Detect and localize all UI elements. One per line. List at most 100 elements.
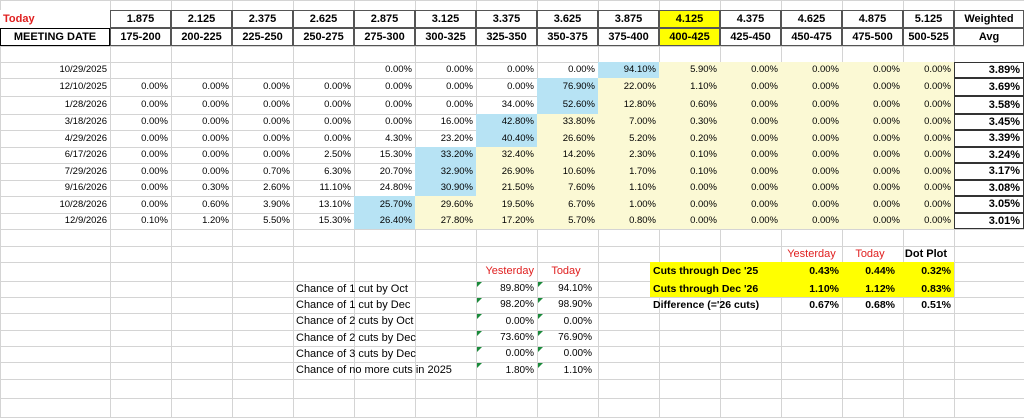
probability-cell[interactable]: 0.00% [141,132,168,144]
weighted-avg-cell[interactable]: 3.17% [954,163,1024,180]
probability-cell[interactable]: 0.00% [141,182,168,194]
header-range[interactable]: 200-225 [171,28,232,46]
meeting-date-cell[interactable]: 10/28/2026 [59,198,107,210]
probability-cell[interactable]: 0.00% [842,78,903,96]
cuts-yesterday[interactable]: 1.10% [781,281,842,297]
probability-cell[interactable]: 7.60% [537,180,598,196]
header-range[interactable]: 500-525 [903,28,954,46]
probability-cell[interactable]: 94.10% [598,62,659,78]
probability-cell[interactable]: 0.00% [263,149,290,161]
probability-cell[interactable]: 0.00% [324,99,351,111]
probability-cell[interactable]: 2.50% [324,149,351,161]
probability-cell[interactable]: 0.00% [842,147,903,163]
probability-cell[interactable]: 0.00% [202,99,229,111]
probability-cell[interactable]: 0.30% [202,182,229,194]
probability-cell[interactable]: 0.00% [903,163,954,180]
probability-cell[interactable]: 52.60% [537,96,598,114]
probability-cell[interactable] [293,62,354,78]
probability-cell[interactable]: 34.00% [501,99,534,111]
probability-cell[interactable]: 33.20% [415,147,476,163]
probability-cell[interactable]: 0.00% [781,213,842,229]
probability-cell[interactable]: 14.20% [537,147,598,163]
probability-cell[interactable]: 0.00% [903,213,954,229]
probability-cell[interactable]: 0.60% [202,198,229,210]
probability-cell[interactable]: 0.00% [141,149,168,161]
probability-cell[interactable]: 0.00% [781,114,842,130]
probability-cell[interactable]: 5.50% [263,215,290,227]
probability-cell[interactable]: 0.00% [263,132,290,144]
chance-today[interactable]: 76.90% [558,332,592,343]
probability-cell[interactable]: 0.00% [202,149,229,161]
header-range[interactable]: 300-325 [415,28,476,46]
probability-cell[interactable]: 0.00% [202,165,229,177]
cuts-label[interactable]: Difference (='26 cuts) [653,298,760,311]
probability-cell[interactable]: 6.30% [324,165,351,177]
probability-cell[interactable]: 0.00% [842,180,903,196]
weighted-avg-cell[interactable]: 3.05% [954,196,1024,213]
probability-cell[interactable]: 0.10% [659,163,720,180]
meeting-date-cell[interactable]: 10/29/2025 [59,64,107,76]
cuts-dotplot[interactable]: 0.83% [898,281,954,297]
probability-cell[interactable]: 13.10% [318,198,351,210]
probability-cell[interactable]: 0.00% [842,163,903,180]
meeting-date-cell[interactable]: 12/10/2025 [59,81,107,93]
probability-cell[interactable]: 0.20% [659,130,720,147]
probability-cell[interactable]: 0.00% [781,96,842,114]
probability-cell[interactable]: 0.00% [446,99,473,111]
header-midpoint[interactable]: 2.625 [293,10,354,28]
probability-cell[interactable] [171,62,232,78]
probability-cell[interactable]: 29.60% [415,196,476,213]
probability-cell[interactable]: 0.10% [141,215,168,227]
weighted-avg-cell[interactable]: 3.58% [954,96,1024,114]
probability-cell[interactable]: 0.00% [903,62,954,78]
probability-cell[interactable]: 0.00% [720,96,781,114]
header-range[interactable]: 275-300 [354,28,415,46]
probability-cell[interactable]: 1.70% [598,163,659,180]
probability-cell[interactable]: 0.00% [720,78,781,96]
probability-cell[interactable]: 0.00% [263,116,290,128]
header-midpoint[interactable]: 4.125 [659,10,720,28]
probability-cell[interactable]: 0.00% [781,78,842,96]
header-midpoint[interactable]: 3.125 [415,10,476,28]
chance-yesterday[interactable]: 73.60% [500,332,534,343]
probability-cell[interactable]: 0.00% [781,147,842,163]
header-today-label[interactable]: Today [0,10,110,28]
chances-yesterday-label[interactable]: Yesterday [485,265,534,277]
header-midpoint[interactable]: 3.375 [476,10,537,28]
chance-yesterday[interactable]: 0.00% [505,348,534,359]
chance-today[interactable]: 1.10% [563,364,592,376]
weighted-avg-cell[interactable]: 3.45% [954,114,1024,130]
probability-cell[interactable]: 33.80% [537,114,598,130]
probability-cell[interactable]: 27.80% [415,213,476,229]
probability-cell[interactable]: 0.00% [842,62,903,78]
probability-cell[interactable]: 0.00% [781,163,842,180]
header-midpoint[interactable]: 4.625 [781,10,842,28]
weighted-avg-cell[interactable]: 3.24% [954,147,1024,163]
probability-cell[interactable]: 0.00% [842,114,903,130]
probability-cell[interactable]: 0.00% [781,62,842,78]
probability-cell[interactable]: 1.20% [202,215,229,227]
probability-cell[interactable]: 0.00% [720,62,781,78]
weighted-avg-cell[interactable]: 3.89% [954,62,1024,78]
probability-cell[interactable]: 2.60% [263,182,290,194]
probability-cell[interactable]: 0.00% [385,64,412,76]
cuts-yesterday[interactable]: 0.43% [781,262,842,281]
probability-cell[interactable]: 0.00% [903,114,954,130]
cuts-today-label[interactable]: Today [855,247,885,260]
probability-cell[interactable] [110,62,171,78]
header-avg-label[interactable]: Avg [954,28,1024,46]
probability-cell[interactable]: 0.00% [842,213,903,229]
cuts-label[interactable]: Cuts through Dec '25 [650,262,781,281]
probability-cell[interactable]: 7.00% [598,114,659,130]
weighted-avg-cell[interactable]: 3.01% [954,213,1024,229]
header-meeting-date-label[interactable]: MEETING DATE [0,28,110,46]
probability-cell[interactable]: 0.00% [202,81,229,93]
cuts-today[interactable]: 1.12% [842,281,898,297]
probability-cell[interactable]: 2.30% [598,147,659,163]
meeting-date-cell[interactable]: 3/18/2026 [64,116,107,128]
probability-cell[interactable]: 3.90% [263,198,290,210]
probability-cell[interactable]: 0.00% [842,196,903,213]
probability-cell[interactable]: 10.60% [537,163,598,180]
probability-cell[interactable]: 0.00% [141,116,168,128]
header-range[interactable]: 450-475 [781,28,842,46]
